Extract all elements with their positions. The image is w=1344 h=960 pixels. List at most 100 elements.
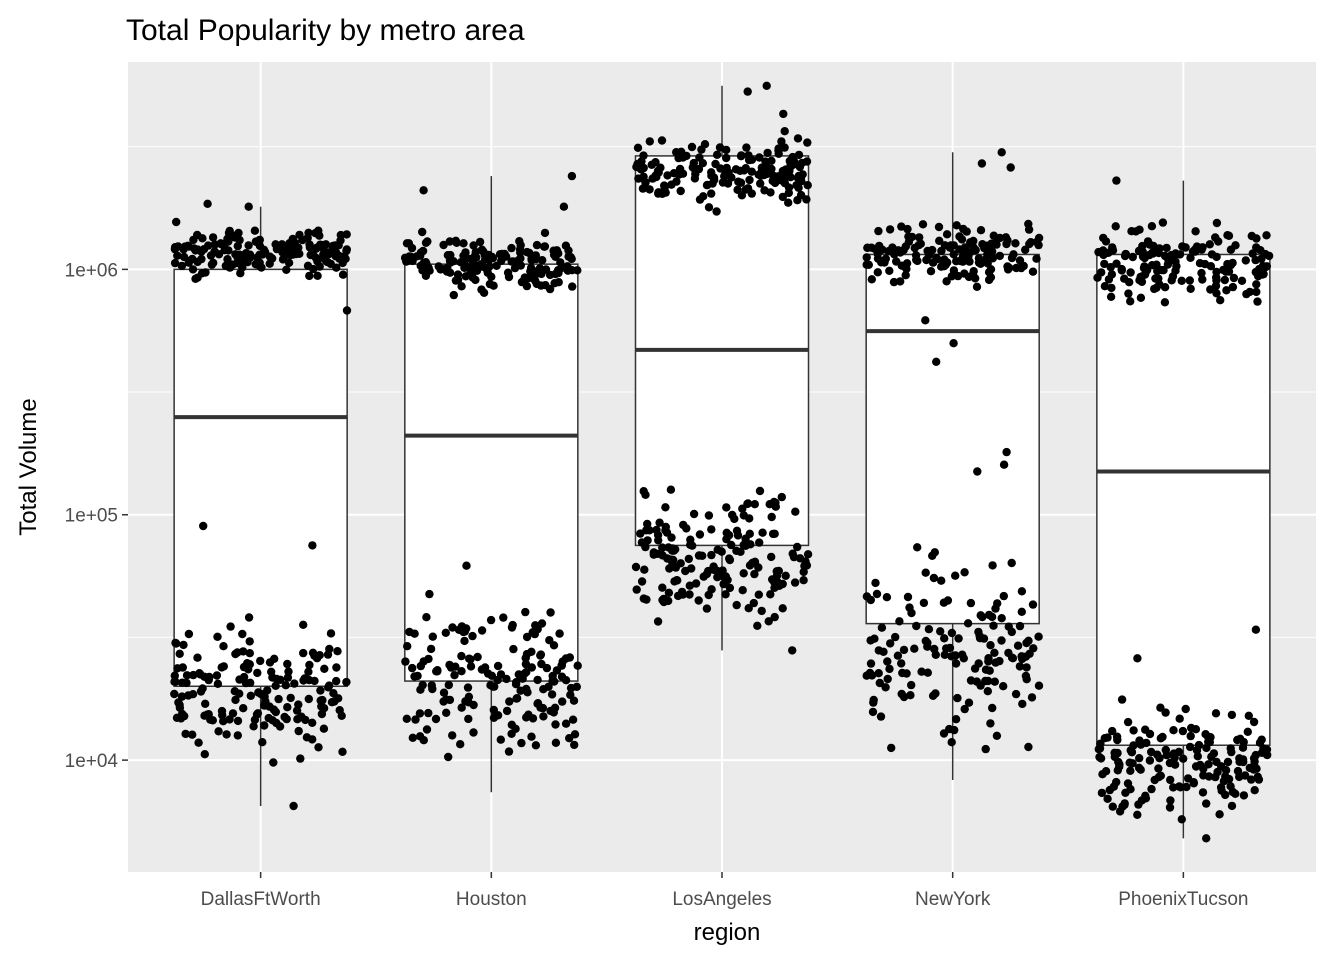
data-point — [747, 189, 756, 198]
data-point — [970, 664, 980, 673]
data-point — [1022, 663, 1031, 672]
data-point — [311, 228, 320, 238]
x-axis: DallasFtWorth Houston LosAngeles NewYork Pho… — [201, 872, 1248, 910]
box-iqr — [1096, 253, 1271, 746]
data-point — [942, 277, 951, 286]
data-point — [496, 670, 506, 679]
data-point — [968, 270, 978, 279]
data-point — [573, 266, 582, 275]
data-point — [777, 492, 786, 502]
data-point — [1205, 240, 1215, 249]
data-point — [444, 680, 453, 690]
data-point — [408, 733, 417, 742]
data-point — [918, 220, 928, 229]
data-point — [333, 647, 342, 656]
data-point — [953, 693, 962, 703]
data-point — [704, 511, 714, 520]
data-point — [270, 654, 279, 663]
data-point — [1007, 253, 1017, 263]
data-point — [995, 251, 1004, 261]
data-point — [1124, 289, 1133, 298]
data-point — [238, 629, 247, 639]
data-point — [1220, 275, 1230, 285]
data-point — [947, 652, 956, 661]
data-point — [342, 306, 352, 315]
data-point — [522, 247, 532, 257]
data-point — [877, 623, 887, 632]
data-point — [570, 740, 579, 750]
data-point — [407, 243, 417, 253]
data-point — [707, 550, 716, 560]
data-point — [1252, 243, 1261, 252]
data-point — [547, 690, 557, 699]
point-layer — [170, 81, 1274, 843]
data-point — [201, 268, 210, 277]
data-point — [570, 730, 580, 739]
data-point — [445, 237, 454, 246]
data-point — [241, 678, 251, 688]
data-point — [1223, 757, 1233, 767]
data-point — [682, 524, 691, 533]
data-point — [212, 671, 222, 680]
data-point — [1140, 270, 1150, 279]
data-point — [338, 270, 348, 279]
data-point — [1015, 621, 1025, 631]
data-point — [300, 674, 309, 683]
data-point — [777, 137, 786, 146]
data-point — [750, 569, 759, 579]
data-point — [256, 656, 265, 666]
data-point — [888, 243, 897, 252]
data-point — [736, 152, 746, 161]
data-point — [226, 622, 235, 631]
data-point — [1112, 176, 1121, 185]
data-point — [910, 243, 919, 253]
data-point — [784, 198, 793, 207]
data-point — [685, 581, 694, 590]
data-point — [1160, 298, 1170, 307]
data-point — [764, 617, 773, 626]
data-point — [1029, 644, 1038, 653]
data-point — [199, 521, 208, 531]
data-point — [1206, 285, 1215, 294]
data-point — [567, 171, 577, 181]
data-point — [661, 503, 670, 512]
data-point — [457, 703, 466, 712]
data-point — [981, 744, 990, 754]
data-point — [1169, 726, 1178, 735]
data-point — [426, 644, 436, 654]
data-point — [524, 710, 533, 719]
data-point — [763, 148, 772, 158]
points-LosAngeles — [631, 81, 813, 655]
data-point — [1167, 276, 1176, 285]
data-point — [912, 621, 921, 631]
data-point — [999, 460, 1009, 469]
data-point — [459, 239, 468, 248]
data-point — [997, 614, 1006, 623]
data-point — [868, 707, 878, 717]
data-point — [1212, 252, 1221, 262]
data-point — [895, 617, 904, 626]
data-point — [1182, 782, 1191, 792]
data-point — [987, 247, 997, 256]
data-point — [689, 509, 699, 519]
data-point — [170, 244, 180, 254]
data-point — [672, 177, 681, 186]
data-point — [901, 271, 910, 280]
data-point — [767, 512, 776, 522]
data-point — [418, 227, 427, 237]
data-point — [1034, 681, 1044, 690]
data-point — [947, 738, 956, 747]
data-point — [503, 268, 513, 277]
data-point — [177, 261, 187, 271]
data-point — [1153, 266, 1162, 276]
data-point — [981, 665, 991, 674]
data-point — [658, 583, 667, 592]
data-point — [732, 600, 741, 610]
data-point — [202, 710, 212, 719]
data-point — [926, 267, 936, 276]
data-point — [242, 249, 252, 259]
data-point — [1254, 775, 1264, 784]
data-point — [313, 257, 322, 266]
data-point — [762, 169, 771, 179]
data-point — [196, 670, 205, 679]
